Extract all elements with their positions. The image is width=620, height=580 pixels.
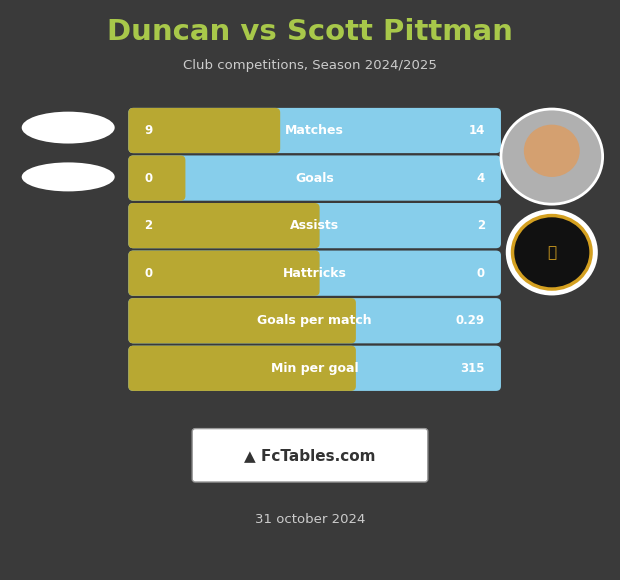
- FancyBboxPatch shape: [128, 155, 501, 201]
- Circle shape: [507, 211, 596, 294]
- Text: Duncan vs Scott Pittman: Duncan vs Scott Pittman: [107, 18, 513, 46]
- Circle shape: [513, 216, 591, 289]
- Text: Hattricks: Hattricks: [283, 267, 347, 280]
- FancyBboxPatch shape: [128, 298, 501, 343]
- FancyBboxPatch shape: [128, 346, 501, 391]
- Text: 2: 2: [477, 219, 485, 232]
- FancyBboxPatch shape: [128, 203, 320, 248]
- FancyBboxPatch shape: [128, 346, 356, 391]
- Text: Assists: Assists: [290, 219, 339, 232]
- Text: ⚽: ⚽: [547, 245, 556, 260]
- FancyBboxPatch shape: [128, 203, 501, 248]
- Text: ▲ FcTables.com: ▲ FcTables.com: [244, 448, 376, 463]
- Text: 9: 9: [144, 124, 153, 137]
- Text: Min per goal: Min per goal: [271, 362, 358, 375]
- FancyBboxPatch shape: [128, 108, 280, 153]
- Text: Goals: Goals: [295, 172, 334, 184]
- Text: 315: 315: [460, 362, 485, 375]
- Ellipse shape: [22, 162, 115, 191]
- Circle shape: [524, 125, 580, 177]
- Text: 31 october 2024: 31 october 2024: [255, 513, 365, 525]
- FancyBboxPatch shape: [128, 251, 320, 296]
- Circle shape: [501, 109, 603, 204]
- Text: 14: 14: [469, 124, 485, 137]
- Text: 0.29: 0.29: [456, 314, 485, 327]
- FancyBboxPatch shape: [128, 251, 501, 296]
- Text: 4: 4: [477, 172, 485, 184]
- Text: Club competitions, Season 2024/2025: Club competitions, Season 2024/2025: [183, 59, 437, 72]
- FancyBboxPatch shape: [128, 298, 356, 343]
- FancyBboxPatch shape: [192, 429, 428, 482]
- Text: 0: 0: [144, 172, 153, 184]
- FancyBboxPatch shape: [128, 108, 501, 153]
- FancyBboxPatch shape: [128, 155, 185, 201]
- Text: 0: 0: [477, 267, 485, 280]
- Text: Matches: Matches: [285, 124, 344, 137]
- Text: 2: 2: [144, 219, 153, 232]
- Text: Goals per match: Goals per match: [257, 314, 372, 327]
- Ellipse shape: [22, 111, 115, 143]
- Text: 0: 0: [144, 267, 153, 280]
